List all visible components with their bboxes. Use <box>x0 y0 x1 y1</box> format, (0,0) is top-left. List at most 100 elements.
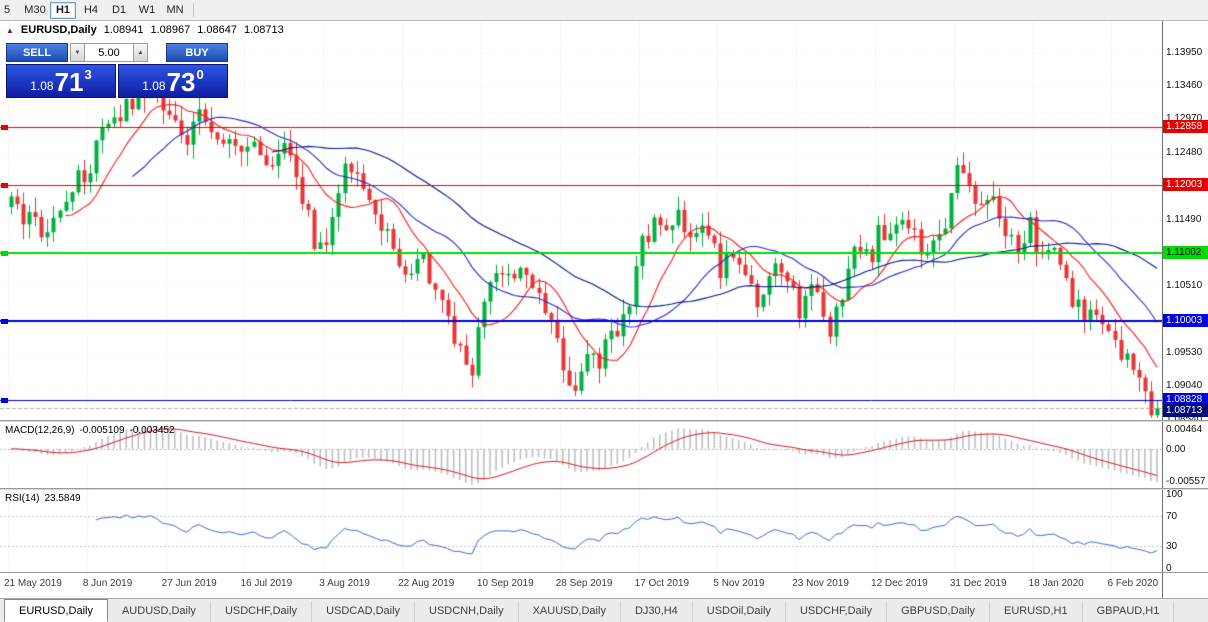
price-axis-label: 1.13950 <box>1166 47 1203 58</box>
toolbar-separator <box>193 3 194 17</box>
date-label: 5 Nov 2019 <box>713 578 765 589</box>
date-label: 17 Oct 2019 <box>634 578 690 589</box>
date-label: 21 May 2019 <box>4 578 62 589</box>
chart-tab-8-usdchf-daily[interactable]: USDCHF,Daily <box>786 601 888 622</box>
macd-axis-label: 0.00464 <box>1166 424 1203 435</box>
chart-tab-7-usdoil-daily[interactable]: USDOil,Daily <box>693 601 786 622</box>
ohlc-open-value: 1.08941 <box>103 24 144 36</box>
spin-down-icon: ▼ <box>74 49 81 56</box>
timeframe-button-mn[interactable]: MN <box>162 2 188 19</box>
sell-price-prefix: 1.08 <box>30 79 54 93</box>
price-axis-label: 1.09530 <box>1166 347 1203 358</box>
rsi-indicator-canvas[interactable] <box>0 490 1162 572</box>
price-axis[interactable]: 1.139501.134601.129701.124801.119801.114… <box>1162 21 1208 598</box>
timeframe-toolbar: 5 M30 H1 H4 D1 W1 MN <box>0 0 1208 21</box>
timeframe-button-h1[interactable]: H1 <box>50 1 76 19</box>
date-label: 31 Dec 2019 <box>949 578 1007 589</box>
timeframe-button-h4[interactable]: H4 <box>78 2 104 19</box>
current-price-badge: 1.08713 <box>1163 404 1208 417</box>
date-label: 12 Dec 2019 <box>871 578 928 589</box>
date-label: 8 Jun 2019 <box>82 578 133 589</box>
macd-axis-label: -0.00557 <box>1166 476 1206 487</box>
buy-price-prefix: 1.08 <box>142 79 166 93</box>
hline-left-marker <box>1 125 8 130</box>
price-axis-label: 1.10510 <box>1166 280 1203 291</box>
date-label: 22 Aug 2019 <box>398 578 455 589</box>
chart-tab-11-gbpaud-h1[interactable]: GBPAUD,H1 <box>1083 601 1175 622</box>
chart-tab-1-audusd-daily[interactable]: AUDUSD,Daily <box>108 601 211 622</box>
sell-price-tile[interactable]: 1.08 71 3 <box>6 64 116 98</box>
buy-button[interactable]: BUY <box>166 43 228 62</box>
spin-up-icon: ▲ <box>137 49 144 56</box>
date-label: 6 Feb 2020 <box>1107 578 1159 589</box>
chart-tab-6-dj30-h4[interactable]: DJ30,H4 <box>621 601 693 622</box>
buy-price-big: 73 <box>166 67 196 97</box>
price-axis-label: 1.11490 <box>1166 214 1202 225</box>
sell-button[interactable]: SELL <box>6 43 68 62</box>
timeframe-button-m30[interactable]: M30 <box>22 2 48 19</box>
buy-price-sup: 0 <box>196 67 204 82</box>
price-axis-label: 1.12480 <box>1166 147 1203 158</box>
timeframe-button-d1[interactable]: D1 <box>106 2 132 19</box>
macd-value-main: -0.005109 <box>79 425 125 436</box>
rsi-axis-label: 0 <box>1166 563 1172 574</box>
date-label: 18 Jan 2020 <box>1028 578 1084 589</box>
sell-price-big: 71 <box>54 67 84 97</box>
price-line-badge: 1.10003 <box>1163 314 1208 327</box>
volume-increase-button[interactable]: ▲ <box>133 43 148 62</box>
macd-indicator-canvas[interactable] <box>0 422 1162 488</box>
rsi-indicator-label: RSI(14) 23.5849 <box>5 493 81 504</box>
hline-left-marker <box>1 398 8 403</box>
one-click-toggle-icon[interactable]: ▲ <box>6 25 14 35</box>
timeframe-button-w1[interactable]: W1 <box>134 2 160 19</box>
timeframe-button-5[interactable]: 5 <box>0 2 20 19</box>
macd-axis-label: 0.00 <box>1166 444 1186 455</box>
rsi-axis-label: 30 <box>1166 541 1178 552</box>
ohlc-low-value: 1.08647 <box>197 24 238 36</box>
chart-tab-5-xauusd-daily[interactable]: XAUUSD,Daily <box>519 601 621 622</box>
hline-left-marker <box>1 251 8 256</box>
chart-tab-10-eurusd-h1[interactable]: EURUSD,H1 <box>990 601 1083 622</box>
pane-resize-handle[interactable] <box>0 420 1208 422</box>
chart-header: ▲ EURUSD,Daily 1.08941 1.08967 1.08647 1… <box>6 24 284 36</box>
rsi-axis-label: 100 <box>1166 489 1183 500</box>
ohlc-high-value: 1.08967 <box>150 24 191 36</box>
one-click-trading-panel: SELL ▼ ▲ BUY 1.08 71 3 1.08 73 0 <box>6 43 228 98</box>
date-label: 3 Aug 2019 <box>319 578 370 589</box>
ohlc-close-value: 1.08713 <box>244 24 284 36</box>
price-line-badge: 1.12003 <box>1163 178 1208 191</box>
date-label: 27 Jun 2019 <box>161 578 217 589</box>
buy-price-tile[interactable]: 1.08 73 0 <box>118 64 228 98</box>
chart-tab-2-usdchf-daily[interactable]: USDCHF,Daily <box>211 601 313 622</box>
rsi-value: 23.5849 <box>44 493 81 504</box>
rsi-label: RSI(14) <box>5 493 40 504</box>
date-label: 16 Jul 2019 <box>240 578 293 589</box>
date-label: 23 Nov 2019 <box>792 578 849 589</box>
pane-resize-handle[interactable] <box>0 488 1208 490</box>
date-label: 28 Sep 2019 <box>555 578 613 589</box>
price-axis-label: 1.09040 <box>1166 380 1203 391</box>
date-label: 10 Sep 2019 <box>476 578 534 589</box>
pane-divider <box>0 572 1208 573</box>
macd-value-signal: -0.003452 <box>129 425 175 436</box>
price-axis-label: 1.13460 <box>1166 80 1203 91</box>
volume-input[interactable] <box>85 43 133 62</box>
chart-tab-4-usdcnh-daily[interactable]: USDCNH,Daily <box>415 601 519 622</box>
chart-symbol-label: EURUSD,Daily <box>20 24 97 36</box>
chart-tab-0-eurusd-daily[interactable]: EURUSD,Daily <box>4 599 108 622</box>
chart-tab-3-usdcad-daily[interactable]: USDCAD,Daily <box>312 601 416 622</box>
macd-indicator-label: MACD(12,26,9) -0.005109 -0.003452 <box>5 425 175 436</box>
volume-decrease-button[interactable]: ▼ <box>70 43 85 62</box>
macd-label: MACD(12,26,9) <box>5 425 75 436</box>
time-axis[interactable]: 21 May 2019 8 Jun 2019 27 Jun 2019 16 Jul 2… <box>0 573 1162 598</box>
price-axis-label: 1.12970 <box>1166 113 1203 124</box>
price-axis-label: 1.08540 <box>1166 414 1202 425</box>
hline-left-marker <box>1 319 8 324</box>
rsi-axis-label: 70 <box>1166 511 1178 522</box>
chart-tab-bar: EURUSD,Daily AUDUSD,Daily USDCHF,Daily USDC… <box>0 598 1208 622</box>
chart-tab-9-gbpusd-daily[interactable]: GBPUSD,Daily <box>887 601 991 622</box>
sell-price-sup: 3 <box>84 67 92 82</box>
price-line-badge: 1.08828 <box>1163 393 1208 406</box>
hline-left-marker <box>1 183 8 188</box>
